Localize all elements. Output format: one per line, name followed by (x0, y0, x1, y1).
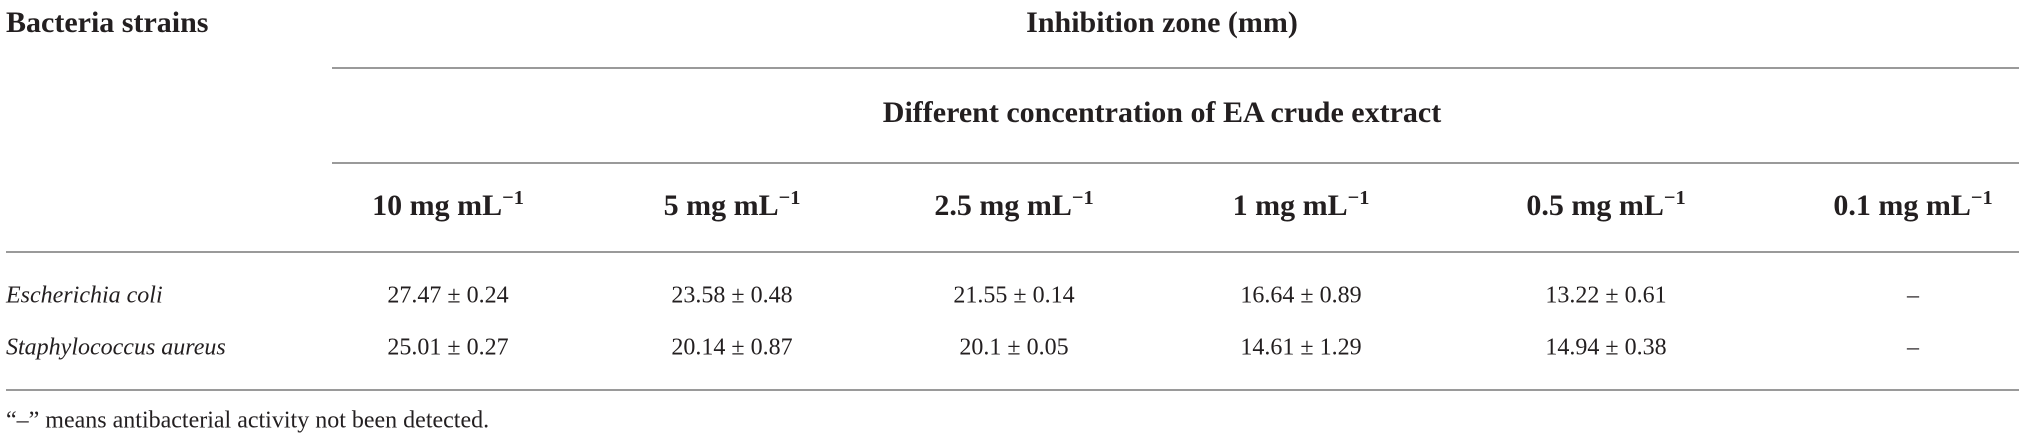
column-header: 0.1 mg mL−1 (1833, 186, 1993, 223)
column-unit: 2.5 mg mL (934, 189, 1072, 222)
column-header: 2.5 mg mL−1 (934, 186, 1094, 223)
column-header: 10 mg mL−1 (372, 186, 524, 223)
cell: 13.22 ± 0.61 (1545, 282, 1667, 309)
row-name: Staphylococcus aureus (6, 334, 226, 361)
subgroup-header: Different concentration of EA crude extr… (882, 96, 1442, 129)
column-exponent: −1 (778, 186, 801, 209)
cell: 23.58 ± 0.48 (671, 282, 793, 309)
rule-line (6, 251, 2019, 253)
column-unit: 0.1 mg mL (1833, 189, 1971, 222)
column-exponent: −1 (1663, 186, 1686, 209)
cell: 16.64 ± 0.89 (1240, 282, 1362, 309)
cell: 20.1 ± 0.05 (959, 334, 1069, 361)
cell: 14.94 ± 0.38 (1545, 334, 1667, 361)
column-exponent: −1 (1071, 186, 1094, 209)
column-exponent: −1 (1347, 186, 1370, 209)
column-unit: 1 mg mL (1232, 189, 1348, 222)
rule-line (332, 67, 2019, 69)
column-unit: 5 mg mL (663, 189, 779, 222)
column-exponent: −1 (1970, 186, 1993, 209)
cell: – (1907, 282, 1919, 309)
cell: 25.01 ± 0.27 (387, 334, 509, 361)
rule-line (332, 162, 2019, 164)
column-unit: 0.5 mg mL (1526, 189, 1664, 222)
column-header: 1 mg mL−1 (1232, 186, 1370, 223)
group-header: Inhibition zone (mm) (1026, 6, 1298, 39)
footnote: “–” means antibacterial activity not bee… (6, 407, 490, 434)
cell: – (1907, 334, 1919, 361)
row-label-header: Bacteria strains (6, 6, 209, 39)
cell: 20.14 ± 0.87 (671, 334, 793, 361)
cell: 21.55 ± 0.14 (953, 282, 1075, 309)
column-unit: 10 mg mL (372, 189, 503, 222)
row-name: Escherichia coli (6, 282, 163, 309)
cell: 27.47 ± 0.24 (387, 282, 509, 309)
cell: 14.61 ± 1.29 (1240, 334, 1362, 361)
column-exponent: −1 (502, 186, 524, 209)
rule-line (6, 389, 2019, 391)
column-header: 5 mg mL−1 (663, 186, 801, 223)
column-header: 0.5 mg mL−1 (1526, 186, 1686, 223)
